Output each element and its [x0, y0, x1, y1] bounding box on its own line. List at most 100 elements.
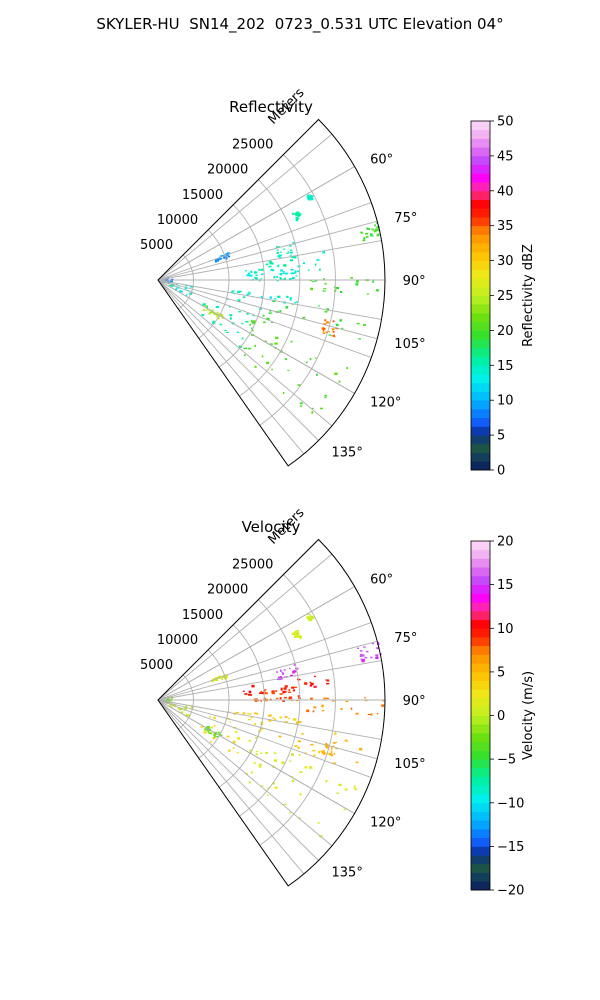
undefined-colorbar-segment	[471, 243, 490, 253]
undefined-colorbar-segment	[471, 654, 490, 664]
undefined-echo-pixel	[314, 280, 318, 282]
undefined-title: Velocity	[242, 518, 301, 536]
undefined-echo-pixel	[323, 750, 325, 753]
undefined-echo-pixel	[237, 299, 241, 302]
undefined-echo-pixel	[325, 780, 328, 783]
undefined-colorbar-tick-label: −5	[497, 753, 516, 768]
undefined-echo-pixel	[373, 229, 377, 233]
undefined-echo-pixel	[310, 682, 314, 686]
undefined-echo-pixel	[238, 345, 241, 348]
undefined-echo-pixel	[332, 742, 336, 744]
undefined-echo-pixel	[264, 692, 268, 695]
undefined-range-label: 5000	[140, 658, 173, 673]
undefined-echo-pixel	[218, 734, 222, 736]
undefined-echo-pixel	[289, 298, 292, 301]
undefined-echo-pixel	[265, 751, 268, 755]
undefined-echo-pixel	[376, 655, 379, 658]
undefined-echo-pixel	[296, 211, 300, 214]
undefined-echo-pixel	[265, 263, 269, 266]
undefined-echo-pixel	[255, 736, 258, 739]
undefined-echo-pixel	[274, 690, 278, 692]
undefined-echo-pixel	[165, 278, 169, 281]
undefined-echo-pixel	[370, 713, 373, 716]
undefined-echo-pixel	[283, 264, 287, 267]
undefined-echo-pixel	[284, 277, 286, 280]
undefined-colorbar-segment	[471, 776, 490, 786]
undefined-colorbar-segment	[471, 549, 490, 559]
undefined-echo-pixel	[255, 753, 258, 756]
undefined-echo-pixel	[356, 322, 360, 325]
undefined-echo-pixel	[312, 749, 316, 752]
undefined-echo-pixel	[326, 744, 329, 746]
undefined-echo-pixel	[252, 315, 255, 317]
undefined-echo-pixel	[269, 296, 272, 299]
undefined-colorbar-tick-label: 20	[497, 535, 514, 550]
undefined-range-ring	[239, 599, 301, 817]
undefined-echo-pixel	[280, 689, 283, 691]
undefined-echo-pixel	[362, 324, 367, 326]
undefined-echo-pixel	[366, 236, 369, 238]
undefined-echo-pixel	[286, 252, 289, 254]
undefined-colorbar-segment	[471, 182, 490, 192]
undefined-echo-pixel	[292, 632, 296, 634]
undefined-azimuth-gridline	[157, 279, 382, 320]
undefined-colorbar-segment	[471, 225, 490, 235]
undefined-echo-pixel	[298, 697, 301, 699]
undefined-echo-pixel	[250, 717, 253, 719]
undefined-echo-pixel	[226, 298, 229, 300]
undefined-echo-pixel	[323, 752, 327, 754]
undefined-echo-pixel	[252, 329, 254, 332]
undefined-echo-pixel	[242, 690, 245, 692]
undefined-echo-pixel	[345, 700, 349, 703]
undefined-echo-pixel	[293, 255, 296, 258]
undefined-echo-pixel	[215, 305, 219, 308]
undefined-range-label: 10000	[157, 213, 198, 228]
undefined-echo-pixel	[168, 285, 172, 287]
undefined-echo-pixel	[334, 732, 337, 735]
undefined-colorbar-segment	[471, 147, 490, 157]
undefined-echo-pixel	[285, 306, 289, 309]
undefined-echo-pixel	[343, 808, 347, 811]
undefined-echo-pixel	[271, 690, 275, 692]
undefined-echo-pixel	[258, 268, 261, 271]
undefined-echo-pixel	[212, 737, 216, 739]
undefined-echo-pixel	[305, 361, 308, 364]
undefined-title: Reflectivity	[229, 98, 313, 116]
undefined-echo-pixel	[189, 286, 193, 288]
undefined-echo-pixel	[254, 365, 257, 368]
undefined-range-ring	[178, 254, 194, 310]
undefined-echo-pixel	[177, 707, 181, 710]
undefined-azimuth-gridline	[157, 699, 305, 875]
undefined-echo-pixel	[228, 749, 231, 752]
undefined-echo-pixel	[231, 291, 234, 294]
undefined-echo-pixel	[294, 302, 297, 304]
undefined-colorbar-segment	[471, 837, 490, 847]
undefined-echo-pixel	[310, 743, 314, 746]
undefined-echo-pixel	[230, 317, 232, 320]
undefined-echo-pixel	[321, 704, 324, 708]
undefined-colorbar-segment	[471, 541, 490, 551]
undefined-azimuth-label: 90°	[403, 274, 426, 289]
undefined-colorbar-segment	[471, 767, 490, 777]
undefined-echo-pixel	[328, 334, 331, 336]
undefined-echo-pixel	[266, 317, 270, 321]
undefined-echo-pixel	[374, 224, 376, 227]
undefined-echo-pixel	[310, 287, 313, 291]
undefined-echo-pixel	[290, 256, 294, 258]
undefined-echo-pixel	[316, 259, 320, 261]
undefined-colorbar-segment	[471, 802, 490, 812]
undefined-echo-pixel	[335, 748, 338, 750]
undefined-colorbar-tick-label: 10	[497, 622, 514, 637]
undefined-echo-pixel	[381, 704, 385, 707]
undefined-echo-pixel	[350, 707, 353, 710]
undefined-echo-pixel	[293, 633, 297, 636]
undefined-echo-pixel	[290, 340, 293, 343]
undefined-echo-pixel	[308, 619, 312, 622]
undefined-echo-pixel	[212, 678, 216, 680]
undefined-colorbar-segment	[471, 558, 490, 568]
undefined-colorbar-segment	[471, 794, 490, 804]
undefined-echo-pixel	[323, 288, 327, 290]
undefined-echo-pixel	[297, 215, 300, 218]
undefined-colorbar-segment	[471, 680, 490, 690]
undefined-echo-pixel	[260, 691, 262, 693]
